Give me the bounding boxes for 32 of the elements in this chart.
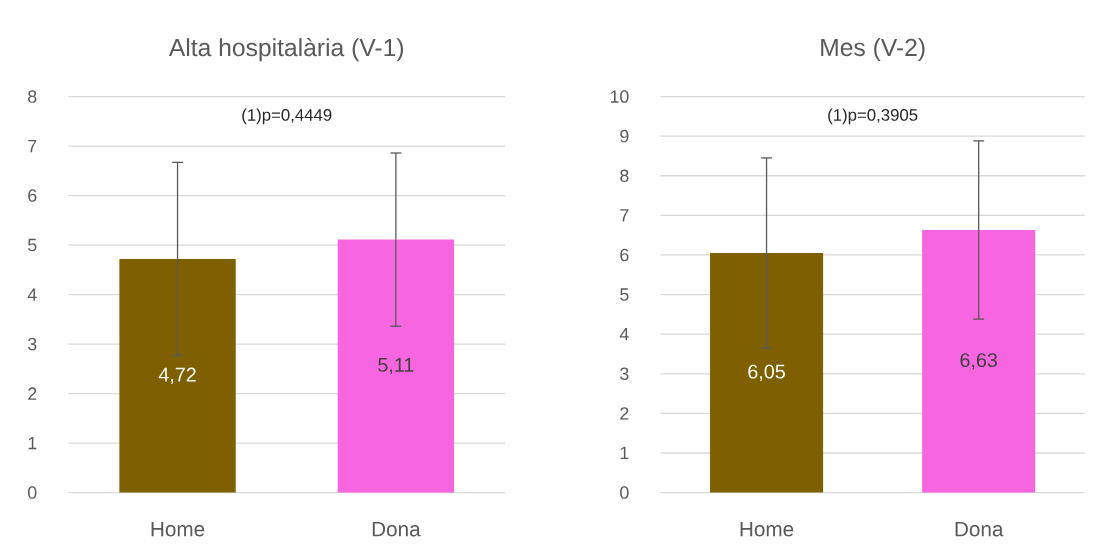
x-tick-label: Home xyxy=(151,521,205,537)
data-label: 5,11 xyxy=(378,357,414,374)
y-tick-label: 2 xyxy=(620,406,629,420)
chart-title: Mes (V-2) xyxy=(821,37,925,61)
annotation: (1)p=0,4449 xyxy=(242,108,332,124)
x-tick-label: Dona xyxy=(372,521,421,537)
y-tick-label: 1 xyxy=(28,436,37,449)
y-tick-label: 4 xyxy=(27,288,37,301)
y-tick-label: 0 xyxy=(620,486,629,499)
data-label: 6,05 xyxy=(748,364,785,381)
annotation: (1)p=0,3905 xyxy=(828,108,918,124)
y-tick-label: 3 xyxy=(620,367,629,380)
y-tick-label: 5 xyxy=(28,238,37,252)
y-tick-label: 7 xyxy=(28,139,37,152)
y-tick-label: 6 xyxy=(28,189,37,202)
y-tick-label: 1 xyxy=(620,446,629,459)
y-tick-label: 6 xyxy=(620,248,629,262)
y-tick-label: 8 xyxy=(620,169,629,182)
y-tick-label: 5 xyxy=(620,288,629,301)
y-tick-label: 2 xyxy=(28,387,37,400)
y-tick-label: 8 xyxy=(28,90,37,103)
data-label: 4,72 xyxy=(158,367,196,384)
x-tick-label: Home xyxy=(740,521,794,537)
y-tick-label: 3 xyxy=(27,337,37,351)
x-tick-label: Dona xyxy=(955,521,1004,537)
y-tick-label: 7 xyxy=(620,209,629,222)
chart-title: Alta hospitalària (V-1) xyxy=(168,37,404,61)
y-tick-label: 10 xyxy=(610,90,629,103)
y-tick-label: 9 xyxy=(620,129,629,143)
y-tick-label: 4 xyxy=(619,327,629,341)
y-tick-label: 0 xyxy=(28,486,37,499)
data-label: 6,63 xyxy=(960,352,998,370)
